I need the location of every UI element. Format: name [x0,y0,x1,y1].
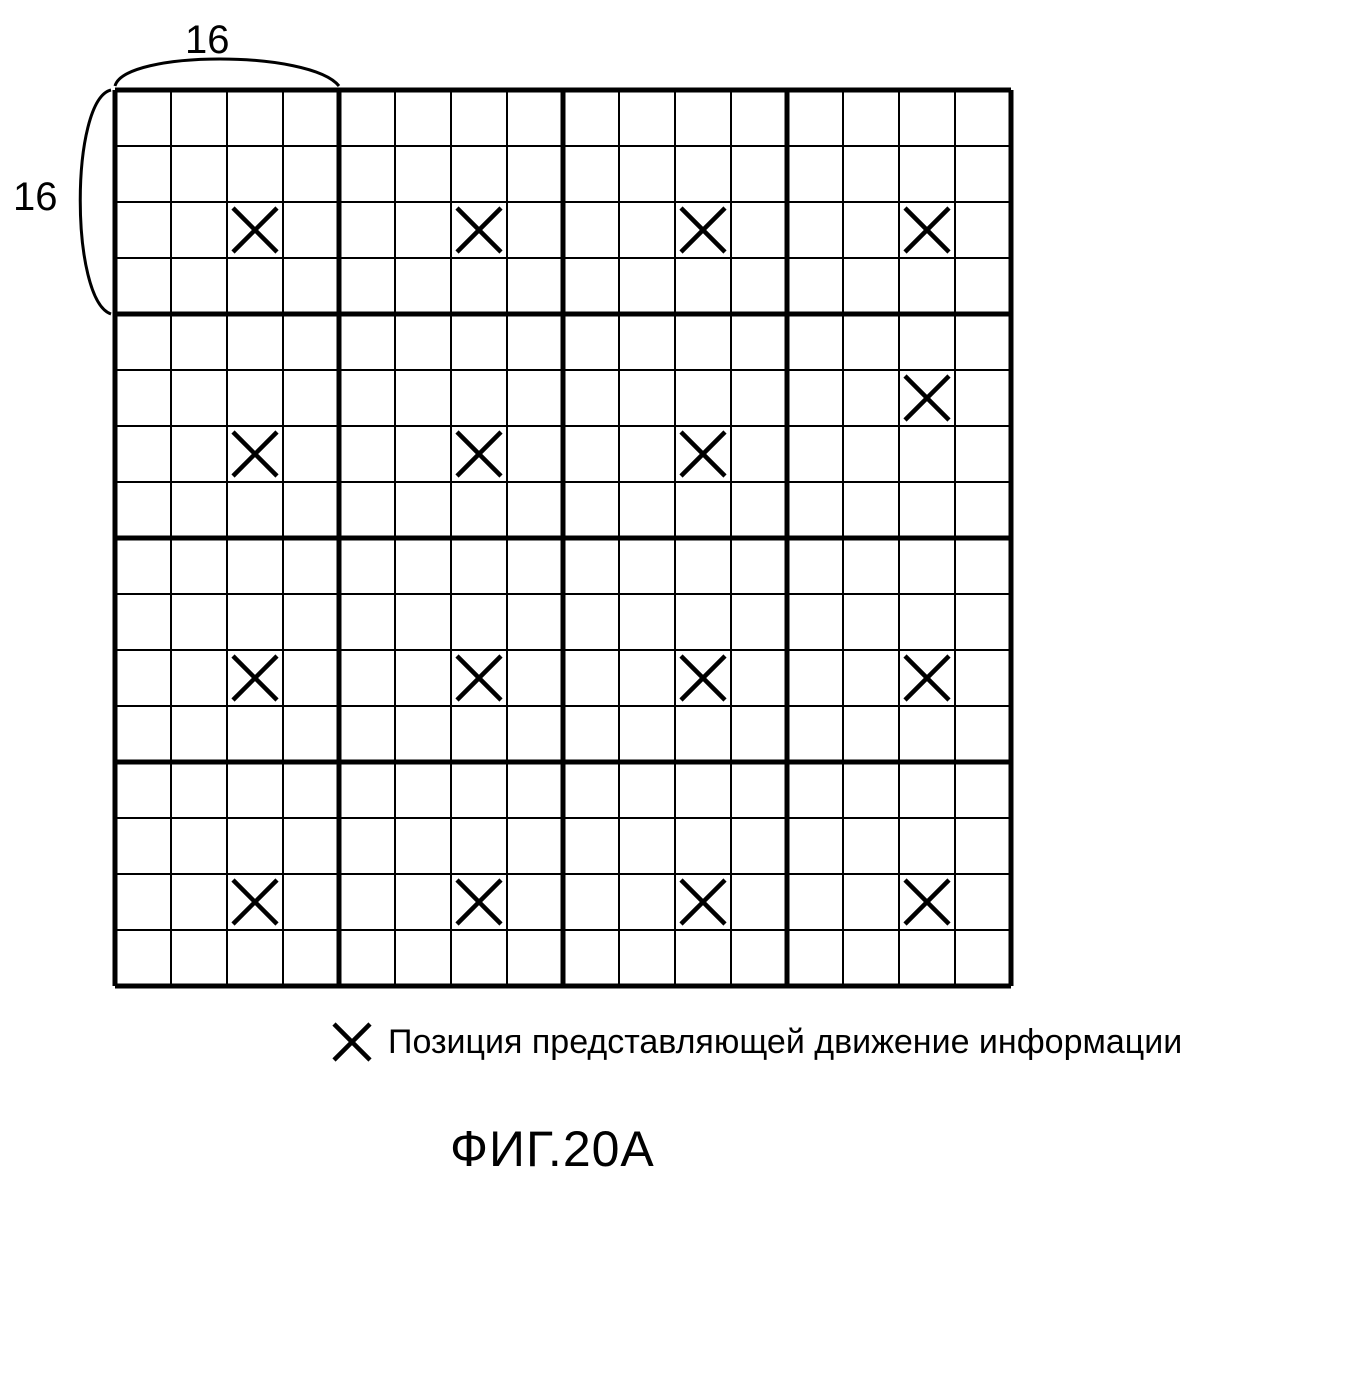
motion-info-marker [233,432,277,476]
legend-text: Позиция представляющей движение информац… [388,1023,1182,1062]
legend: Позиция представляющей движение информац… [330,1020,1182,1064]
x-cross-icon [330,1020,374,1064]
motion-info-marker [457,208,501,252]
motion-info-marker [905,376,949,420]
motion-info-marker [233,880,277,924]
motion-info-marker [233,208,277,252]
motion-info-marker [905,880,949,924]
motion-info-marker [681,656,725,700]
motion-info-marker [457,880,501,924]
figure-page: 16 16 Позиция представляющей движение ин… [0,0,1371,1374]
motion-info-marker [457,432,501,476]
motion-info-marker [457,656,501,700]
figure-label: ФИГ.20A [450,1120,655,1178]
motion-info-marker [233,656,277,700]
motion-info-marker [905,208,949,252]
motion-info-marker [681,880,725,924]
macroblock-grid [0,0,1371,1374]
motion-info-marker [681,432,725,476]
motion-info-marker [681,208,725,252]
motion-info-marker [905,656,949,700]
